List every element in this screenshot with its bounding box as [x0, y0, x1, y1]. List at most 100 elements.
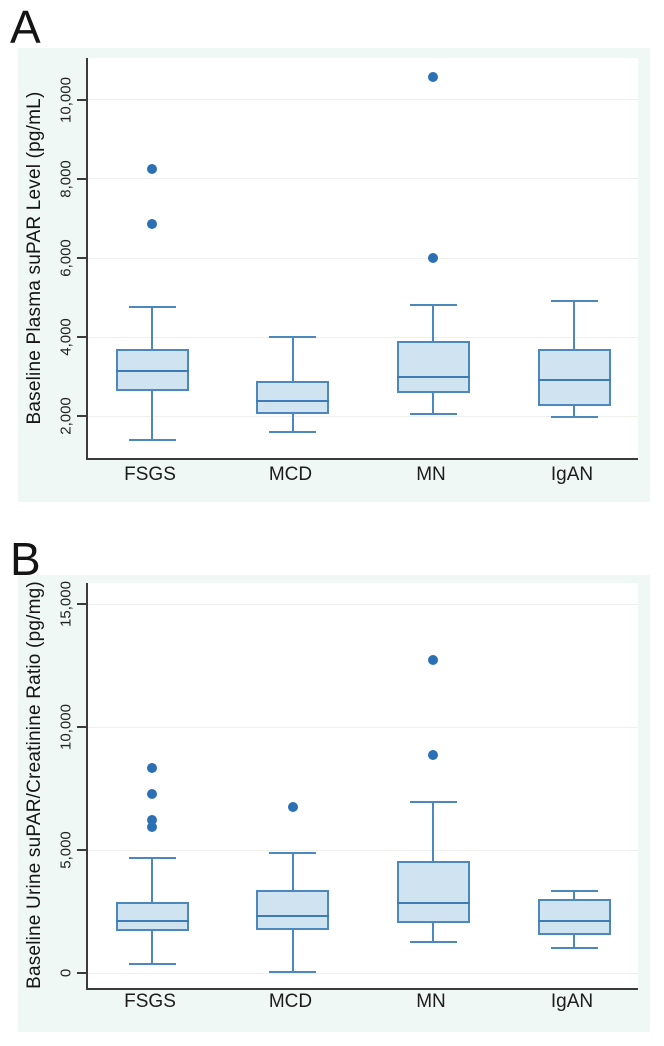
iqr-box	[256, 889, 329, 931]
y-tick-label: 10,000	[57, 76, 75, 123]
category-label: FSGS	[124, 991, 176, 1012]
upper-whisker-cap	[409, 303, 457, 306]
y-tick-label: 4,000	[57, 318, 75, 356]
lower-whisker	[151, 390, 153, 441]
upper-whisker	[432, 304, 434, 342]
panel-a-letter: A	[10, 1, 41, 53]
upper-whisker	[291, 337, 294, 381]
median-line	[396, 901, 470, 904]
lower-whisker	[291, 414, 294, 433]
y-axis-tick	[77, 726, 86, 729]
lower-whisker-cap	[550, 946, 598, 949]
median-line	[537, 920, 611, 923]
category-label: MCD	[268, 991, 313, 1012]
lower-whisker	[291, 930, 294, 972]
category-label: FSGS	[124, 464, 176, 485]
upper-whisker	[151, 857, 153, 902]
lower-whisker-cap	[409, 941, 457, 944]
gridline	[88, 726, 638, 728]
upper-whisker	[291, 853, 294, 890]
y-axis-tick	[77, 849, 86, 852]
upper-whisker-cap	[409, 801, 457, 804]
y-axis-tick	[77, 257, 86, 259]
y-axis-tick	[77, 972, 86, 974]
y-axis-tick	[77, 98, 86, 101]
outlier-dot	[147, 814, 157, 825]
iqr-box	[396, 861, 470, 923]
outlier-dot	[428, 654, 438, 665]
panel-a-plot-area	[86, 58, 638, 460]
lower-whisker-cap	[269, 431, 316, 434]
upper-whisker-cap	[550, 889, 598, 892]
gridline	[88, 99, 638, 101]
iqr-box	[537, 349, 611, 406]
outlier-dot	[147, 821, 157, 832]
lower-whisker	[151, 931, 153, 965]
median-line	[115, 369, 189, 372]
y-tick-label: 5,000	[57, 831, 75, 869]
upper-whisker-cap	[128, 305, 176, 308]
upper-whisker-cap	[269, 852, 316, 855]
y-tick-label: 8,000	[57, 160, 75, 198]
panel-b-plot-area	[86, 583, 638, 990]
panel-b: Baseline Urine suPAR/Creatinine Ratio (p…	[18, 575, 650, 1032]
lower-whisker-cap	[128, 963, 176, 966]
outlier-dot	[147, 163, 157, 174]
lower-whisker	[432, 392, 434, 415]
lower-whisker-cap	[128, 439, 176, 442]
gridline	[88, 415, 638, 417]
category-label: IgAN	[550, 464, 594, 485]
upper-whisker-cap	[269, 336, 316, 339]
outlier-dot	[147, 219, 157, 230]
gridline	[88, 849, 638, 851]
median-line	[115, 920, 189, 923]
panel-b-letter: B	[10, 533, 41, 585]
y-tick-label: 0	[57, 968, 75, 978]
outlier-dot	[428, 72, 438, 83]
outlier-dot	[428, 253, 438, 263]
panel-a: Baseline Plasma suPAR Level (pg/mL) 2,00…	[18, 48, 650, 502]
median-line	[537, 378, 611, 381]
category-label: IgAN	[550, 991, 594, 1012]
gridline	[88, 972, 638, 974]
median-line	[256, 915, 329, 918]
y-axis-tick	[77, 603, 86, 606]
y-axis-tick	[77, 177, 86, 180]
iqr-box	[115, 901, 189, 932]
panel-a-y-axis-title: Baseline Plasma suPAR Level (pg/mL)	[24, 91, 45, 425]
median-line	[256, 399, 329, 402]
category-label: MN	[416, 464, 446, 485]
outlier-dot	[147, 788, 157, 799]
upper-whisker	[151, 306, 153, 350]
upper-whisker	[573, 300, 575, 350]
upper-whisker	[573, 890, 575, 900]
category-label: MCD	[268, 464, 313, 485]
lower-whisker	[432, 922, 434, 943]
outlier-dot	[287, 801, 298, 812]
outlier-dot	[147, 763, 157, 774]
median-line	[396, 375, 470, 378]
upper-whisker-cap	[128, 856, 176, 859]
iqr-box	[396, 341, 470, 393]
y-tick-label: 15,000	[57, 581, 75, 628]
lower-whisker-cap	[550, 416, 598, 419]
y-axis-tick	[77, 415, 86, 418]
y-tick-label: 2,000	[57, 397, 75, 436]
iqr-box	[256, 380, 329, 415]
y-axis-tick	[77, 336, 86, 339]
lower-whisker	[573, 934, 575, 948]
gridline	[88, 603, 638, 605]
outlier-dot	[428, 750, 438, 761]
gridline	[88, 336, 638, 338]
lower-whisker-cap	[409, 413, 457, 416]
y-tick-label: 6,000	[57, 239, 75, 277]
iqr-box	[537, 899, 611, 935]
gridline	[88, 178, 638, 180]
panel-b-y-axis-title: Baseline Urine suPAR/Creatinine Ratio (p…	[24, 581, 45, 989]
gridline	[88, 257, 638, 259]
lower-whisker-cap	[269, 970, 316, 973]
category-label: MN	[416, 991, 446, 1012]
y-tick-label: 10,000	[57, 704, 75, 751]
upper-whisker	[432, 802, 434, 862]
